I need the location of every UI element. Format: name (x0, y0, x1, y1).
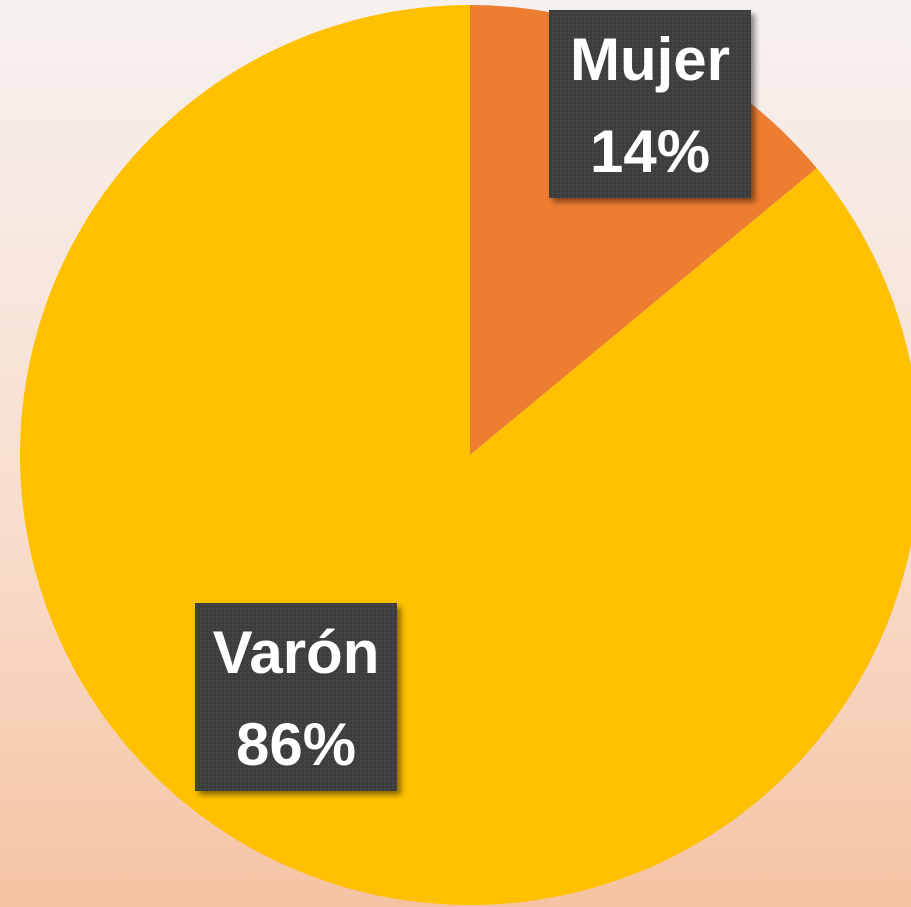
data-labels: Mujer 14% Varón 86% (195, 10, 751, 791)
label-value: 86% (236, 711, 356, 778)
label-value: 14% (590, 118, 710, 185)
label-name: Mujer (570, 26, 730, 93)
label-box (549, 10, 751, 198)
pie (20, 5, 911, 905)
label-name: Varón (213, 619, 380, 686)
label-box (195, 603, 397, 791)
